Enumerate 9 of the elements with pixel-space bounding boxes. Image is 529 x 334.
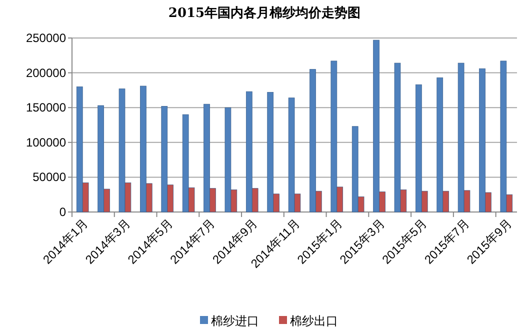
y-tick-label: 150000 (26, 100, 66, 115)
y-tick-label: 200000 (26, 66, 66, 80)
legend-label: 棉纱进口 (211, 314, 259, 328)
y-tick-label: 0 (59, 205, 66, 219)
legend-label: 棉纱出口 (290, 314, 338, 328)
y-tick-label: 100000 (26, 135, 66, 150)
chart-title: 2015年国内各月棉纱均价走势图 (168, 5, 361, 21)
y-tick-label: 50000 (32, 170, 66, 184)
y-tick-label: 250000 (26, 31, 66, 45)
